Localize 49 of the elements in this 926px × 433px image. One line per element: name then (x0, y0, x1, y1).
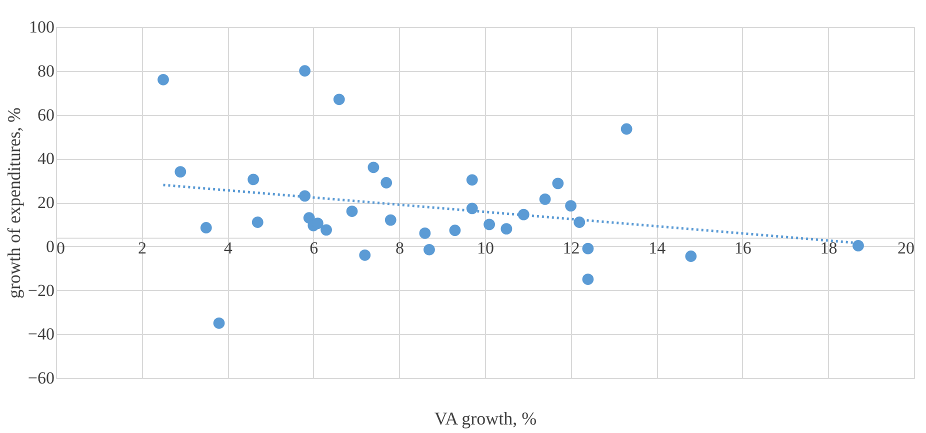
point (384, 214, 396, 226)
x-tick-label: 16 (734, 238, 752, 258)
x-tick-label: 2 (138, 238, 147, 258)
y-tick-label: −20 (28, 280, 54, 300)
point (158, 74, 169, 86)
point (346, 206, 358, 217)
x-tick-label: 8 (395, 238, 404, 258)
y-tick-label: 20 (38, 193, 54, 212)
point (582, 242, 594, 254)
point (368, 162, 380, 174)
point (333, 94, 345, 106)
point (565, 200, 576, 212)
point (200, 222, 212, 234)
point (620, 123, 632, 135)
point (359, 249, 371, 261)
y-tick-label: 40 (38, 149, 54, 168)
point (174, 166, 186, 178)
x-tick-label: 4 (224, 238, 233, 258)
point (252, 216, 264, 228)
point (852, 240, 864, 252)
x-tick-label: 20 (898, 238, 914, 258)
point (552, 178, 564, 190)
point (574, 216, 586, 228)
y-tick-label: 80 (38, 61, 54, 80)
point (466, 174, 478, 186)
y-tick-label: −40 (28, 324, 54, 344)
y-tick-label: 100 (29, 18, 54, 36)
x-tick-label: 18 (820, 238, 838, 258)
point (449, 224, 461, 236)
x-tick-label: 6 (310, 238, 318, 258)
x-tick-label: 12 (562, 238, 580, 258)
point (539, 194, 551, 205)
point (582, 274, 594, 285)
point (424, 244, 435, 256)
x-tick-label: 10 (477, 238, 494, 258)
point (685, 250, 697, 262)
point (213, 317, 225, 329)
y-tick-label: −60 (28, 368, 54, 388)
point (484, 218, 495, 230)
x-axis-title: VA growth, % (434, 408, 537, 428)
x-tick-label: 14 (648, 238, 666, 258)
point (320, 224, 332, 236)
y-tick-label: 60 (38, 105, 54, 124)
y-axis-title: growth of expenditures, % (4, 108, 24, 298)
point (500, 223, 512, 235)
point (248, 174, 260, 186)
point (419, 228, 431, 239)
point (380, 177, 392, 188)
point (299, 65, 311, 77)
